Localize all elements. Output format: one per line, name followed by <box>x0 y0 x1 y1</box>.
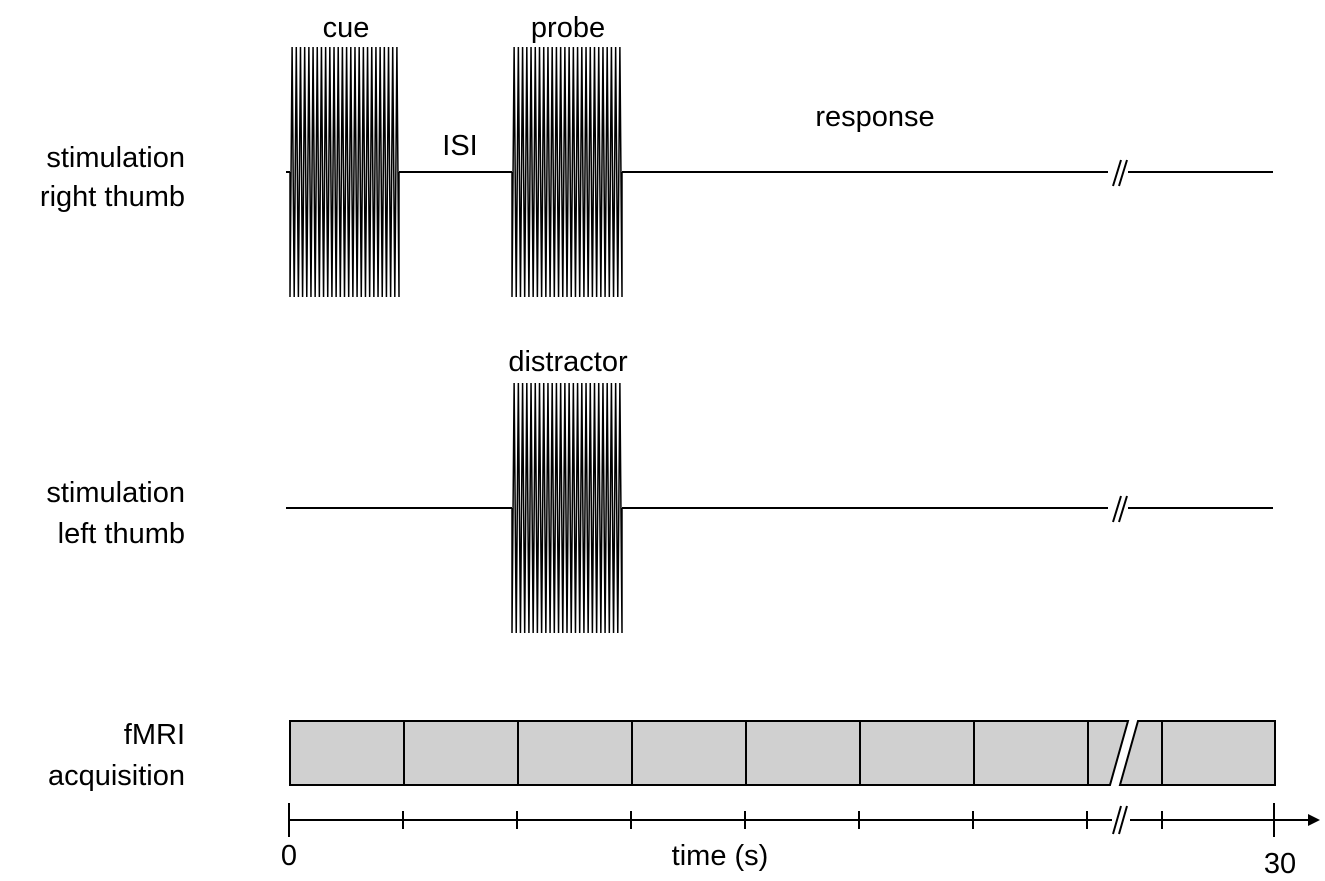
left-break-mark <box>1112 495 1128 523</box>
cue-label: cue <box>323 12 370 44</box>
acquisition-volume <box>289 720 405 786</box>
acquisition-volume <box>859 720 975 786</box>
right-break-mark <box>1112 159 1128 187</box>
time-axis: 0 time (s) 30 <box>281 803 1320 880</box>
distractor-vibration-burst <box>511 382 623 634</box>
right-row-label-line1: stimulation <box>46 142 185 174</box>
acquisition-volume <box>973 720 1089 786</box>
acquisition-volume <box>631 720 747 786</box>
left-row-label-line2: left thumb <box>58 518 185 550</box>
axis-break-mark <box>1112 805 1128 835</box>
acquisition-volume <box>403 720 519 786</box>
isi-label: ISI <box>442 130 477 162</box>
left-row-label-line1: stimulation <box>46 477 185 509</box>
acquisition-volume <box>517 720 633 786</box>
acquisition-volume-broken-left <box>1087 720 1130 786</box>
response-label: response <box>815 101 934 133</box>
distractor-label: distractor <box>508 346 628 378</box>
acquisition-volume <box>1161 720 1276 786</box>
axis-title: time (s) <box>672 840 769 872</box>
fmri-acquisition-track <box>289 720 1276 786</box>
cue-vibration-burst <box>289 46 400 298</box>
right-thumb-trace <box>286 46 1273 298</box>
fmri-row-label-line1: fMRI <box>124 719 185 751</box>
fmri-row-label-line2: acquisition <box>48 760 185 792</box>
acquisition-volume <box>745 720 861 786</box>
probe-vibration-burst <box>511 46 623 298</box>
probe-label: probe <box>531 12 605 44</box>
axis-end-label: 30 <box>1264 848 1296 880</box>
left-thumb-trace <box>286 382 1273 634</box>
axis-start-label: 0 <box>281 840 297 872</box>
right-row-label-line2: right thumb <box>40 181 185 213</box>
